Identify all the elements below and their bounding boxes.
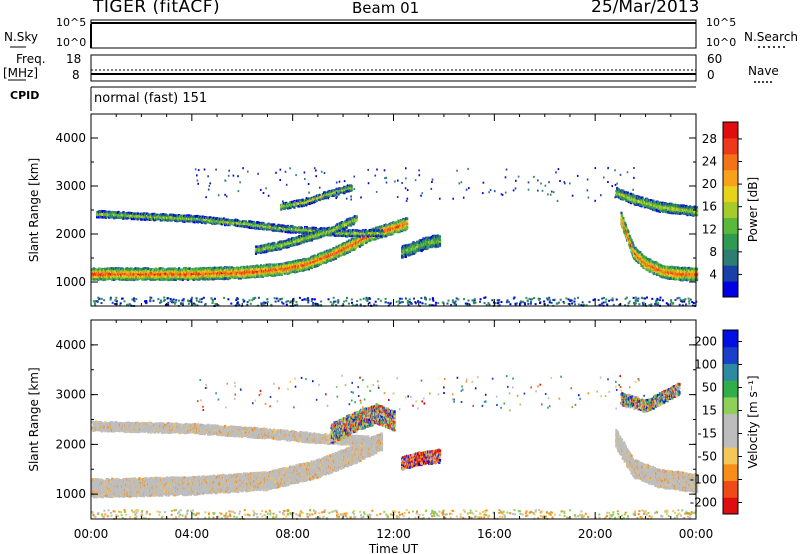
cell	[356, 216, 358, 219]
nsky-strip	[91, 20, 696, 48]
cell	[406, 226, 408, 229]
data-cells	[91, 184, 698, 281]
cell	[406, 220, 408, 223]
cpid-strip	[91, 87, 696, 111]
cell	[276, 272, 278, 275]
cell	[131, 218, 133, 221]
cell	[406, 223, 408, 226]
cell	[381, 229, 383, 232]
cell	[356, 219, 358, 222]
cell	[147, 267, 149, 270]
feature-band_top	[280, 184, 353, 210]
freq-strip	[91, 55, 696, 81]
cell	[380, 235, 382, 238]
cell	[336, 188, 338, 191]
cell	[297, 202, 299, 205]
cell	[356, 235, 358, 238]
feature-patch_12_14	[401, 235, 441, 259]
cell	[336, 223, 338, 226]
cell	[144, 214, 146, 217]
cell	[351, 185, 353, 188]
cell	[346, 226, 348, 229]
cell	[373, 229, 375, 232]
cell	[381, 233, 383, 236]
cell	[319, 194, 321, 197]
cell	[406, 217, 408, 220]
